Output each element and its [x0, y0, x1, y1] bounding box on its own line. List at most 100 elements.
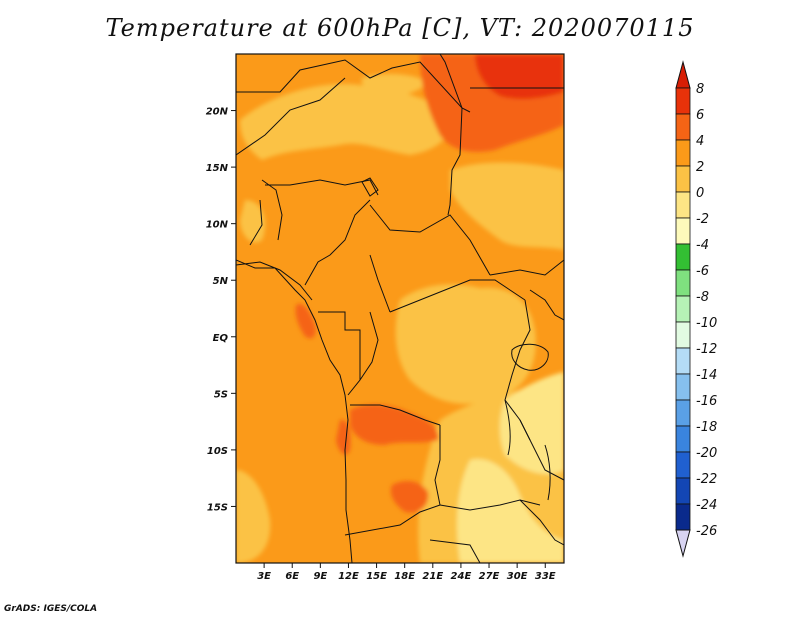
colorbar-label: 6	[696, 108, 704, 123]
lat-tick-label: 10S	[207, 446, 228, 457]
colorbar-label: -24	[696, 498, 717, 513]
border-mozambique	[519, 499, 564, 546]
border-mali-niger	[236, 77, 346, 156]
map-frame	[235, 53, 565, 564]
lon-tick-label: 33E	[535, 571, 556, 582]
colorbar-segment	[675, 347, 691, 375]
field-0-2-sahel	[240, 84, 455, 160]
lake-malawi	[544, 444, 551, 501]
colorbar-segment	[675, 399, 691, 427]
lon-tick-label: 9E	[313, 571, 327, 582]
colorbar-label: -18	[696, 420, 717, 435]
colorbar-label: -8	[696, 290, 709, 305]
lon-tick-label: 18E	[394, 571, 415, 582]
colorbar-segment	[675, 269, 691, 297]
colorbar-label: 4	[696, 134, 704, 149]
lon-tick-label: 24E	[451, 571, 472, 582]
lat-tick-label: 5S	[214, 389, 228, 400]
colorbar-segment	[675, 321, 691, 349]
colorbar-label: -6	[696, 264, 709, 279]
border-car-drc	[389, 279, 526, 313]
country-borders	[236, 54, 564, 563]
border-algeria-niger	[236, 59, 471, 113]
colorbar-label: 0	[696, 186, 704, 201]
colorbar-label: -16	[696, 394, 717, 409]
colorbar-segment	[675, 295, 691, 323]
lat-tick-label: 20N	[206, 107, 229, 118]
border-congo-drc	[359, 311, 379, 381]
border-niger-nigeria	[265, 179, 379, 196]
colorbar-segment	[675, 139, 691, 167]
field-4-6-coast	[295, 303, 316, 339]
coastline-gulf-of-guinea	[236, 259, 353, 563]
grads-credit: GrADS: IGES/COLA	[4, 604, 98, 614]
colorbar-segment	[675, 425, 691, 453]
colorbar-label: -14	[696, 368, 717, 383]
lat-tick-label: 5N	[213, 276, 229, 287]
field-0-2-west	[240, 200, 266, 243]
border-chad-sudan	[447, 107, 463, 216]
field-4-6-angola	[350, 404, 439, 445]
lat-tick-label: 10N	[206, 220, 229, 231]
border-chad-car	[369, 204, 491, 276]
colorbar-label: -12	[696, 342, 717, 357]
lake-chad	[361, 177, 379, 197]
border-west-1	[236, 261, 313, 301]
longitude-axis: 3E 6E 9E 12E 15E 18E 21E 24E 27E 30E 33E	[257, 563, 556, 582]
field-0-2-north	[361, 73, 428, 97]
colorbar-label: 8	[696, 82, 704, 97]
lon-tick-label: 21E	[422, 571, 443, 582]
colorbar-label: -26	[696, 524, 717, 539]
colorbar-top-arrow	[675, 60, 691, 89]
border-tanzania	[519, 419, 564, 481]
colorbar: 8 6 4 2 0 -2 -4 -6 -8 -10 -12 -14 -16 -18 -20 -22 -24 -26	[675, 60, 717, 558]
border-cameroon-car	[369, 254, 391, 313]
lat-tick-label: 15N	[206, 163, 229, 174]
colorbar-label: -4	[696, 238, 709, 253]
colorbar-segment	[675, 243, 691, 271]
colorbar-label: -10	[696, 316, 717, 331]
border-zambia-south	[439, 499, 541, 511]
field-0-2-southwest	[236, 470, 271, 563]
colorbar-segment	[675, 503, 691, 531]
border-angola-north	[350, 404, 441, 426]
colorbar-label: 2	[696, 160, 704, 175]
field-0-2-congo	[395, 284, 536, 404]
lon-tick-label: 30E	[507, 571, 528, 582]
border-sudan-south	[489, 259, 564, 276]
field-neg2-0-south	[457, 459, 564, 563]
lon-tick-label: 3E	[257, 571, 271, 582]
map-title: Temperature at 600hPa [C], VT: 202007011…	[105, 14, 695, 42]
colorbar-segment	[675, 113, 691, 141]
colorbar-segment	[675, 87, 691, 115]
lake-tanganyika	[504, 399, 511, 456]
latitude-axis: 20N 15N 10N 5N EQ 5S 10S 15S	[206, 107, 236, 513]
lake-victoria	[511, 343, 549, 371]
colorbar-segment	[675, 217, 691, 245]
colorbar-label: -22	[696, 472, 717, 487]
field-0-2-east	[450, 162, 564, 250]
border-west-3	[261, 179, 283, 241]
border-uganda-kenya	[529, 289, 564, 321]
colorbar-segment	[675, 451, 691, 479]
lon-tick-label: 12E	[338, 571, 359, 582]
border-west-2	[249, 199, 263, 246]
lon-tick-label: 6E	[285, 571, 299, 582]
border-gabon-congo	[318, 311, 361, 396]
colorbar-segment	[675, 373, 691, 401]
colorbar-segment	[675, 477, 691, 505]
colorbar-label: -2	[696, 212, 709, 227]
colorbar-segment	[675, 191, 691, 219]
field-neg2-0-lakes	[499, 372, 564, 475]
lat-tick-label: 15S	[207, 502, 228, 513]
border-cameroon-nigeria	[304, 199, 371, 286]
colorbar-segment	[675, 165, 691, 193]
border-libya-chad	[439, 54, 463, 109]
lat-tick-label: EQ	[213, 333, 229, 344]
field-4-6-angola-south	[390, 480, 429, 513]
colorbar-label: -20	[696, 446, 717, 461]
lon-tick-label: 27E	[479, 571, 500, 582]
lon-tick-label: 15E	[366, 571, 387, 582]
